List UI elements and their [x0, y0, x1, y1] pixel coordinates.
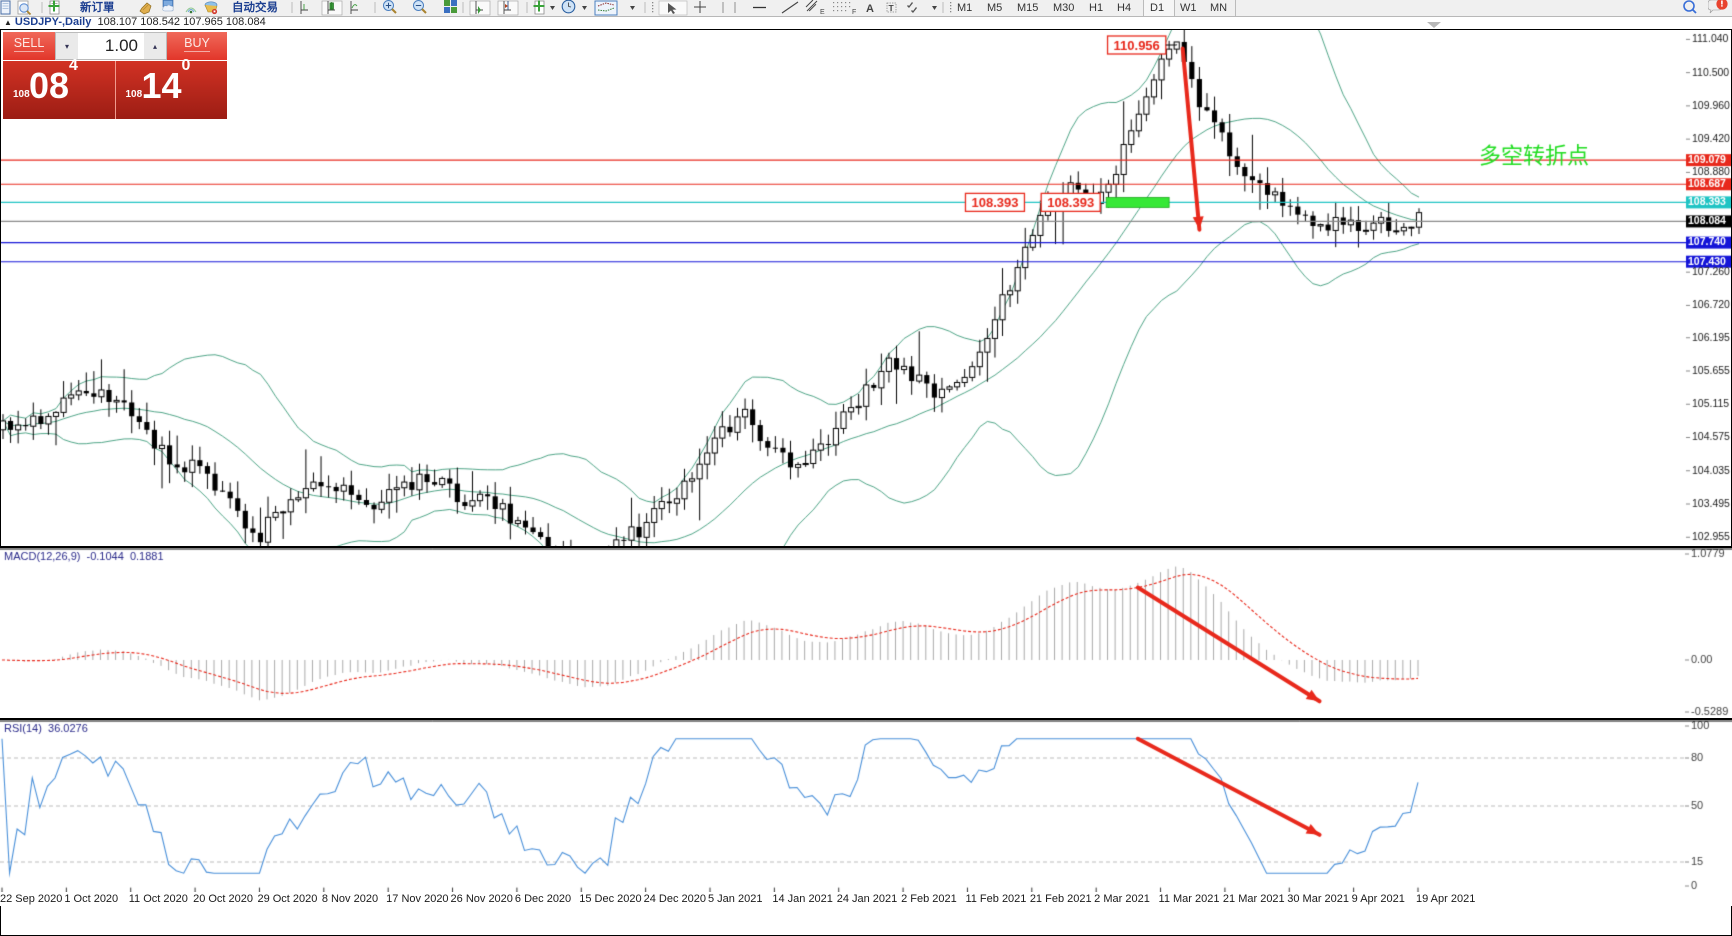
svg-text:T: T	[889, 3, 895, 13]
svg-text:A: A	[866, 3, 874, 15]
svg-text:E: E	[820, 9, 825, 16]
svg-text:自动交易: 自动交易	[232, 0, 278, 14]
svg-text:F: F	[852, 9, 856, 16]
svg-text:新订單: 新订單	[80, 0, 115, 14]
